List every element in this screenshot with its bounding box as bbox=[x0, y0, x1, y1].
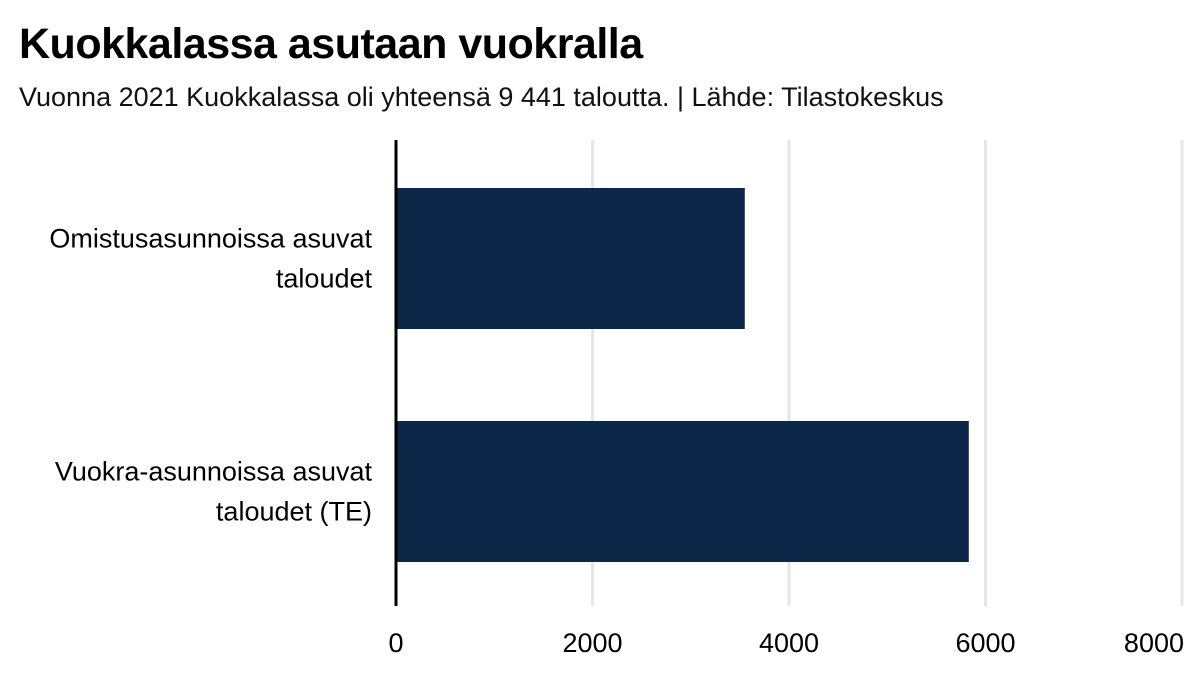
x-tick-label-4000: 4000 bbox=[759, 628, 819, 658]
category-label-2: Vuokra-asunnoissa asuvat taloudet (TE) bbox=[55, 457, 373, 527]
bar-1 bbox=[396, 188, 745, 329]
category-labels: Omistusasunnoissa asuvat taloudet Vuokra-a… bbox=[49, 224, 372, 527]
x-tick-label-0: 0 bbox=[388, 628, 403, 658]
chart-title: Kuokkalassa asutaan vuokralla bbox=[19, 20, 643, 68]
chart-subtitle: Vuonna 2021 Kuokkalassa oli yhteensä 9 4… bbox=[19, 82, 944, 112]
x-tick-label-6000: 6000 bbox=[955, 628, 1015, 658]
x-tick-label-8000: 8000 bbox=[1124, 628, 1184, 658]
bars bbox=[396, 188, 969, 562]
bar-2 bbox=[396, 421, 969, 562]
x-tick-label-2000: 2000 bbox=[562, 628, 622, 658]
x-tick-labels: 0 2000 4000 6000 8000 bbox=[388, 628, 1184, 658]
category-label-1: Omistusasunnoissa asuvat taloudet bbox=[49, 224, 372, 294]
